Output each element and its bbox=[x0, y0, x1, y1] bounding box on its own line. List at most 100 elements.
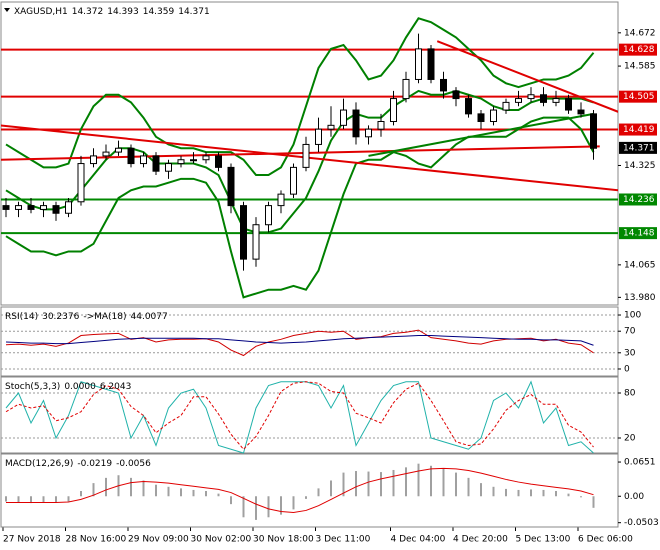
histogram-bar bbox=[30, 496, 32, 504]
histogram-bar bbox=[355, 471, 357, 497]
header-value: -0.0056 bbox=[116, 459, 151, 469]
histogram-bar bbox=[167, 486, 170, 497]
candle-body bbox=[340, 109, 347, 126]
histogram-bar bbox=[317, 488, 320, 497]
histogram-bar bbox=[192, 489, 195, 497]
candle-body bbox=[465, 98, 472, 115]
trendline bbox=[1, 145, 600, 161]
panel-header: XAGUSD,H1 14.372 14.393 14.359 14.371 bbox=[14, 7, 210, 17]
x-tick-label: 27 Nov 2018 bbox=[3, 535, 61, 545]
candle-body bbox=[402, 78, 410, 100]
histogram-bar bbox=[242, 496, 245, 518]
x-tick-label: 4 Dec 04:00 bbox=[391, 535, 446, 545]
y-tick-label: 70 bbox=[624, 327, 636, 337]
histogram-bar bbox=[5, 496, 7, 502]
candle-body bbox=[2, 205, 10, 210]
histogram-bar bbox=[217, 493, 220, 497]
x-tick-label: 30 Nov 02:00 bbox=[191, 535, 252, 545]
histogram-bar bbox=[42, 496, 45, 503]
y-tick-label: 14.325 bbox=[624, 161, 656, 171]
last-price-box bbox=[619, 141, 657, 154]
trendline bbox=[368, 112, 594, 157]
panel-frame bbox=[0, 306, 619, 377]
y-tick-label: 0.00 bbox=[624, 492, 644, 502]
x-tick-label: 5 Dec 13:00 bbox=[516, 535, 571, 545]
candle-body bbox=[65, 201, 72, 214]
candle-body bbox=[290, 166, 297, 195]
header-title: RSI(14) bbox=[5, 312, 38, 322]
candle-body bbox=[452, 90, 460, 100]
x-tick-label: 3 Dec 11:00 bbox=[316, 535, 371, 545]
level-label-box bbox=[619, 90, 657, 103]
candle-body bbox=[390, 98, 397, 123]
candle-body bbox=[127, 147, 135, 165]
candle-body bbox=[90, 155, 97, 165]
candle-body bbox=[477, 113, 485, 123]
candle-body bbox=[515, 98, 522, 103]
candle-body bbox=[140, 155, 147, 165]
histogram-bar bbox=[255, 496, 257, 520]
header-title: MACD(12,26,9) bbox=[5, 459, 73, 469]
x-tick-label: 4 Dec 20:00 bbox=[453, 535, 508, 545]
histogram-bar bbox=[92, 483, 95, 497]
histogram-bar bbox=[67, 496, 70, 502]
histogram-bar bbox=[305, 496, 307, 499]
candle-body bbox=[502, 101, 510, 111]
histogram-bar bbox=[405, 467, 407, 497]
candle-body bbox=[27, 205, 35, 210]
candle-body bbox=[252, 224, 260, 260]
histogram-bar bbox=[330, 480, 332, 497]
candle-body bbox=[265, 205, 272, 226]
candle-body bbox=[202, 155, 210, 161]
histogram-bar bbox=[280, 496, 282, 515]
y-tick-label: 20 bbox=[624, 434, 636, 444]
candle-body bbox=[177, 159, 185, 165]
histogram-bar bbox=[292, 496, 295, 510]
candle-body bbox=[165, 163, 172, 172]
series-line bbox=[5, 381, 594, 450]
histogram-bar bbox=[517, 489, 520, 497]
y-tick-label: 14.672 bbox=[624, 28, 656, 38]
candle-body bbox=[52, 205, 60, 214]
histogram-bar bbox=[367, 471, 370, 497]
histogram-bar bbox=[430, 465, 432, 497]
candle-body bbox=[365, 128, 372, 138]
header-value: 44.0077 bbox=[131, 312, 168, 322]
trendline bbox=[436, 40, 618, 113]
candle-body bbox=[240, 205, 247, 260]
series-line bbox=[6, 467, 594, 514]
candle-body bbox=[152, 155, 160, 172]
candle-body bbox=[302, 143, 310, 168]
panel-header: Stoch(5,3,3) 0.0000 6.2043 bbox=[5, 382, 131, 392]
histogram-bar bbox=[55, 496, 57, 503]
histogram-bar bbox=[467, 477, 470, 497]
header-value: 6.2043 bbox=[100, 382, 132, 392]
level-label: 14.628 bbox=[623, 45, 655, 55]
histogram-bar bbox=[380, 472, 382, 497]
y-tick-label: 100 bbox=[624, 311, 641, 321]
histogram-bar bbox=[417, 463, 420, 497]
header-value: 14.359 bbox=[143, 7, 175, 17]
histogram-bar bbox=[342, 472, 345, 497]
candle-body bbox=[577, 109, 585, 115]
candle-body bbox=[590, 113, 597, 149]
y-tick-label: 14.585 bbox=[624, 62, 656, 72]
histogram-bar bbox=[530, 489, 532, 497]
candle-body bbox=[552, 98, 560, 103]
plot-area bbox=[1, 17, 618, 299]
series-line bbox=[5, 335, 594, 346]
y-tick-label: 80 bbox=[624, 389, 636, 399]
histogram-bar bbox=[17, 496, 20, 503]
panel-header: MACD(12,26,9) -0.0219 -0.0056 bbox=[5, 459, 151, 469]
histogram-bar bbox=[567, 493, 570, 497]
candle-body bbox=[315, 128, 322, 145]
level-label: 14.148 bbox=[623, 229, 655, 239]
x-tick-label: 28 Nov 16:00 bbox=[66, 535, 127, 545]
candle-body bbox=[115, 147, 122, 153]
histogram-bar bbox=[155, 484, 157, 497]
header-value: 30.2376 bbox=[42, 312, 79, 322]
x-tick-label: 29 Nov 09:00 bbox=[128, 535, 189, 545]
header-value: 0.0000 bbox=[64, 382, 96, 392]
candle-body bbox=[377, 121, 385, 130]
